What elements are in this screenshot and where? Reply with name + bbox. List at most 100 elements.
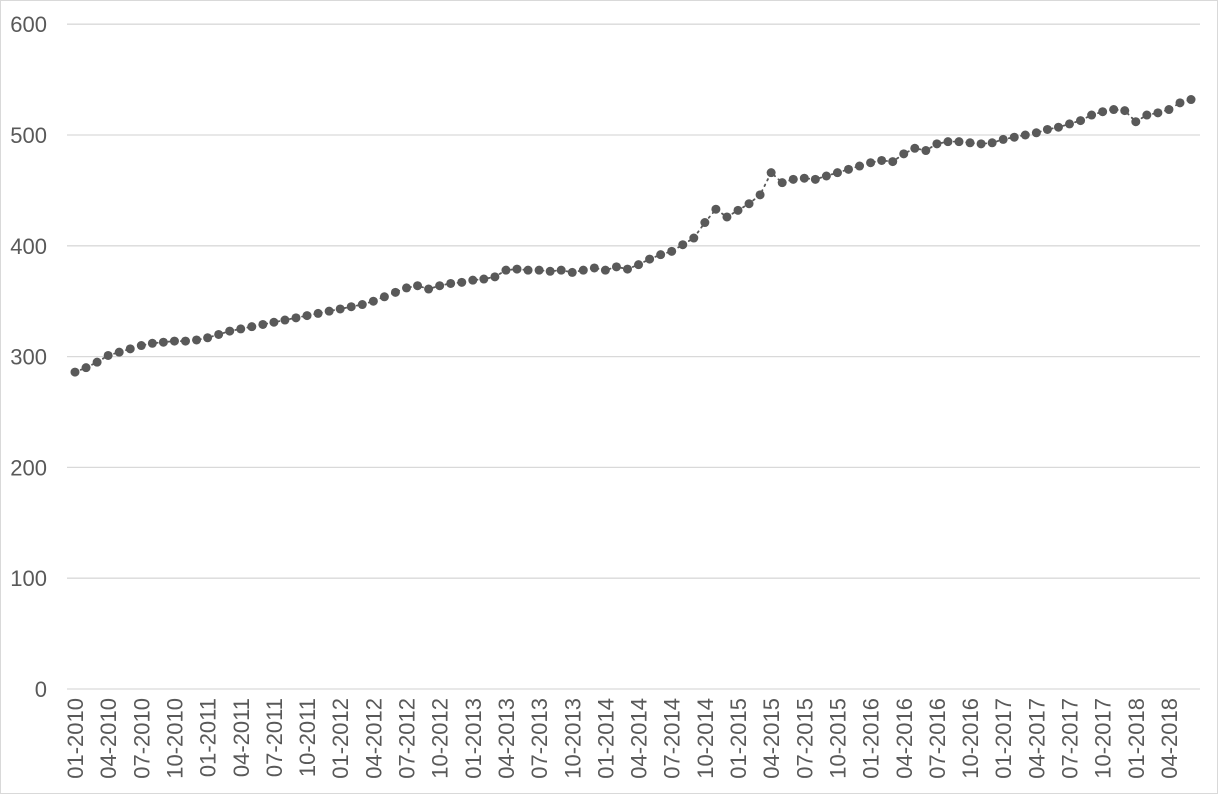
data-point	[910, 143, 920, 153]
data-point	[888, 157, 898, 167]
x-axis-tick-label: 10-2015	[825, 698, 850, 779]
x-axis-tick-label: 04-2013	[494, 698, 519, 779]
data-point	[1131, 117, 1141, 127]
x-axis-tick-label: 01-2012	[328, 698, 353, 779]
data-point	[247, 322, 257, 332]
y-axis-tick-label: 300	[10, 345, 47, 370]
data-point	[92, 357, 102, 367]
x-axis-tick-label: 07-2015	[792, 698, 817, 779]
data-point	[788, 174, 798, 184]
data-point	[136, 341, 146, 351]
data-point	[733, 205, 743, 215]
data-point	[158, 337, 168, 347]
x-axis-tick-label: 01-2018	[1124, 698, 1149, 779]
data-point	[1065, 119, 1074, 129]
x-axis-tick-label: 10-2014	[693, 698, 718, 779]
data-point	[667, 246, 677, 256]
data-point	[346, 302, 356, 312]
data-point	[390, 287, 400, 297]
x-axis-tick-label: 01-2015	[726, 698, 751, 779]
data-point	[291, 313, 301, 323]
data-point	[413, 281, 423, 291]
data-point	[755, 190, 765, 200]
data-point	[799, 173, 809, 183]
y-axis-tick-label: 600	[10, 12, 47, 37]
data-point	[545, 266, 555, 276]
data-point	[943, 137, 953, 147]
data-point	[567, 267, 577, 277]
data-point	[965, 138, 975, 148]
data-point	[203, 333, 213, 343]
data-point	[711, 204, 721, 214]
data-point	[114, 347, 124, 357]
x-axis-tick-label: 07-2014	[660, 698, 685, 779]
data-point	[1042, 124, 1052, 134]
data-point	[1098, 107, 1108, 117]
data-point	[623, 264, 632, 274]
x-axis-tick-label: 10-2010	[162, 698, 187, 779]
data-point	[877, 155, 887, 165]
data-point	[921, 146, 931, 156]
x-axis-tick-label: 01-2017	[991, 698, 1016, 779]
data-point	[1020, 130, 1030, 140]
data-point	[1031, 128, 1041, 138]
data-point	[1186, 95, 1196, 105]
data-point	[192, 335, 202, 345]
data-point	[1009, 132, 1019, 142]
data-point	[335, 304, 345, 314]
data-point	[236, 324, 246, 334]
data-point	[589, 263, 599, 273]
data-point	[689, 233, 699, 243]
x-axis-tick-label: 10-2012	[428, 698, 453, 779]
x-axis-tick-label: 04-2010	[96, 698, 121, 779]
x-axis-tick-label: 10-2016	[958, 698, 983, 779]
data-point	[225, 326, 235, 336]
data-point	[313, 308, 323, 318]
x-axis-tick-label: 07-2013	[527, 698, 552, 779]
data-point	[722, 212, 732, 222]
data-point	[324, 306, 334, 316]
data-point	[777, 178, 787, 188]
data-point	[1076, 116, 1086, 126]
y-axis-tick-label: 400	[10, 234, 47, 259]
data-point	[368, 296, 378, 306]
data-point	[512, 264, 522, 274]
data-point	[1142, 110, 1152, 120]
data-point	[457, 277, 467, 287]
data-point	[744, 199, 754, 209]
data-point	[258, 319, 268, 329]
data-point	[81, 363, 91, 373]
x-axis-tick-label: 07-2011	[262, 698, 287, 777]
data-point	[302, 311, 312, 321]
x-axis-tick-label: 01-2016	[859, 698, 884, 779]
x-axis-tick-label: 04-2014	[627, 698, 652, 779]
x-axis-tick-label: 10-2013	[560, 698, 585, 779]
data-point	[998, 134, 1008, 144]
data-point	[1087, 110, 1097, 120]
x-axis-tick-label: 07-2010	[129, 698, 154, 779]
y-axis-tick-label: 200	[10, 455, 47, 480]
data-point	[766, 168, 776, 178]
data-point	[1109, 105, 1119, 115]
data-point	[169, 336, 179, 346]
data-point	[600, 265, 610, 275]
data-point	[214, 329, 224, 339]
x-axis-tick-label: 01-2010	[63, 698, 88, 779]
y-axis-tick-label: 100	[10, 566, 47, 591]
x-axis-tick-label: 04-2016	[892, 698, 917, 779]
data-point	[501, 265, 511, 275]
data-point	[402, 283, 411, 293]
data-point	[424, 284, 434, 294]
x-axis-tick-label: 01-2014	[593, 698, 618, 779]
data-point	[821, 171, 831, 181]
data-point	[379, 292, 389, 302]
data-point	[932, 139, 942, 149]
data-point	[523, 265, 533, 275]
data-point	[280, 315, 290, 325]
data-point	[634, 260, 644, 270]
data-point	[1175, 98, 1185, 108]
data-point	[611, 262, 621, 272]
x-axis-tick-label: 04-2017	[1024, 698, 1049, 779]
data-point	[490, 272, 500, 282]
x-axis-tick-label: 07-2016	[925, 698, 950, 779]
